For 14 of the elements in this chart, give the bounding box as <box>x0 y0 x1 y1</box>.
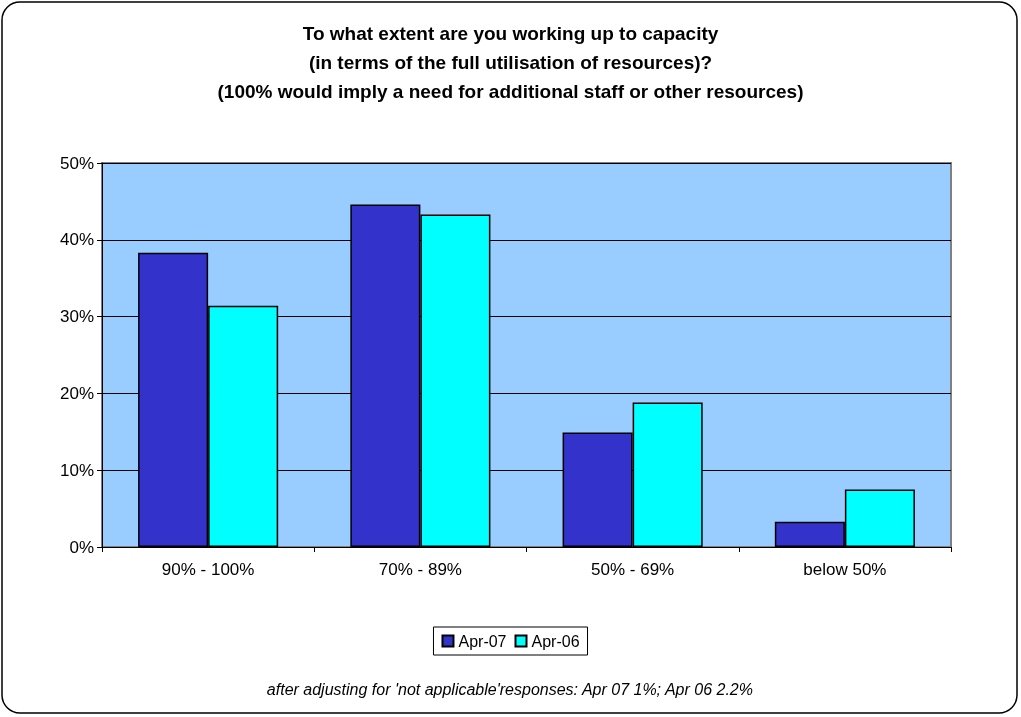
chart-title: To what extent are you working up to capacity (in terms of the full utilisation of resources)? (100% would imply a need for additional staff or other resources) <box>217 23 804 102</box>
y-tick-label: 10% <box>59 460 94 480</box>
legend-label: Apr-06 <box>531 632 580 650</box>
x-tick-label: 70% - 89% <box>378 560 462 579</box>
legend-label: Apr-07 <box>458 632 507 650</box>
y-tick-label: 40% <box>59 230 94 250</box>
y-tick-label: 50% <box>59 153 94 173</box>
y-tick-label: 20% <box>59 383 94 403</box>
y-tick-label: 0% <box>69 537 94 557</box>
x-tick-label: 90% - 100% <box>161 560 255 579</box>
x-tick-label: below 50% <box>803 560 887 579</box>
x-tick-label: 50% - 69% <box>591 560 675 579</box>
text: after adjusting for 'not applicable'responses: Apr 07 1%; Apr 06 2.2% <box>266 680 753 698</box>
y-tick-label: 30% <box>59 307 94 327</box>
